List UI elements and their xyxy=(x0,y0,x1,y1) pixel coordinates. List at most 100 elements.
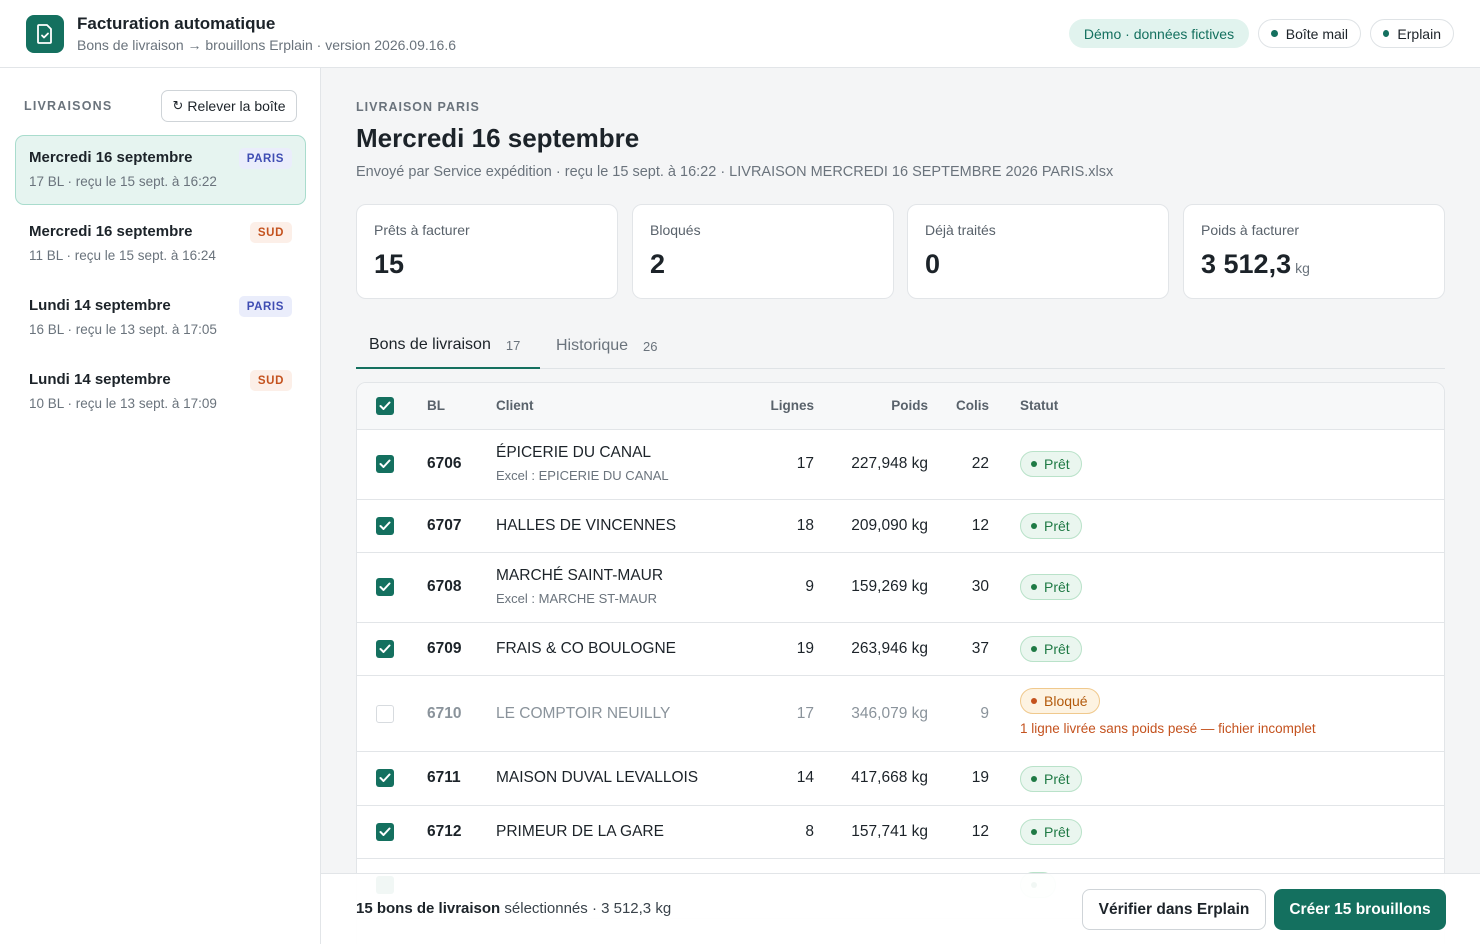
row-checkbox[interactable] xyxy=(376,823,394,841)
check-icon xyxy=(379,644,391,653)
status-dot-icon xyxy=(1031,829,1037,835)
line-count: 17 xyxy=(796,455,814,472)
status-dot-icon xyxy=(1031,461,1037,467)
status-badge: Bloqué xyxy=(1020,688,1100,714)
status-label: Bloqué xyxy=(1044,693,1088,709)
erplain-status[interactable]: Erplain xyxy=(1370,19,1454,48)
package-count: 12 xyxy=(971,517,989,534)
table-row[interactable]: 6711 MAISON DUVAL LEVALLOIS 14 417,668 k… xyxy=(357,752,1444,806)
stat-value: 3 512,3 kg xyxy=(1201,249,1310,280)
stat-label: Prêts à facturer xyxy=(374,222,470,238)
delivery-title: Lundi 14 septembre xyxy=(29,297,171,314)
demo-badge: Démo · données fictives xyxy=(1069,19,1249,48)
tab-bar: Bons de livraison 17 Historique 26 xyxy=(356,323,1445,369)
create-drafts-button[interactable]: Créer 15 brouillons xyxy=(1274,889,1446,930)
tab-history[interactable]: Historique 26 xyxy=(556,323,658,369)
client-name: ÉPICERIE DU CANAL xyxy=(496,444,652,461)
package-count: 22 xyxy=(971,455,989,472)
row-checkbox[interactable] xyxy=(376,640,394,658)
row-checkbox[interactable] xyxy=(376,578,394,596)
table-row[interactable]: 6707 HALLES DE VINCENNES 18 209,090 kg 1… xyxy=(357,500,1444,553)
row-checkbox[interactable] xyxy=(376,705,394,723)
bl-number: 6709 xyxy=(427,640,462,657)
client-name: LE COMPTOIR NEUILLY xyxy=(496,705,671,722)
stat-label: Bloqués xyxy=(650,222,701,238)
delivery-item[interactable]: Lundi 14 septembre 16 BL · reçu le 13 se… xyxy=(15,283,306,353)
weight: 263,946 kg xyxy=(851,640,928,657)
stat-weight-number: 3 512,3 xyxy=(1201,249,1292,279)
column-header-weight[interactable]: Poids xyxy=(891,398,928,413)
package-count: 19 xyxy=(971,769,989,786)
block-reason: 1 ligne livrée sans poids pesé — fichier… xyxy=(1020,721,1316,736)
status-label: Prêt xyxy=(1044,456,1070,472)
delivery-meta: 17 BL · reçu le 15 sept. à 16:22 xyxy=(29,174,217,189)
table-header: BL Client Lignes Poids Colis Statut xyxy=(357,383,1444,430)
check-icon xyxy=(379,459,391,468)
selection-count: 15 bons de livraison xyxy=(356,900,501,917)
status-badge: Prêt xyxy=(1020,513,1082,539)
app-title: Facturation automatique xyxy=(77,14,276,33)
delivery-meta: 16 BL · reçu le 13 sept. à 17:05 xyxy=(29,322,217,337)
stat-label: Poids à facturer xyxy=(1201,222,1300,238)
weight: 227,948 kg xyxy=(851,455,928,472)
delivery-item[interactable]: Mercredi 16 septembre 11 BL · reçu le 15… xyxy=(15,209,306,279)
table-row[interactable]: 6712 PRIMEUR DE LA GARE 8 157,741 kg 12 … xyxy=(357,806,1444,859)
bl-number: 6706 xyxy=(427,455,462,472)
column-header-colis[interactable]: Colis xyxy=(955,398,989,413)
stat-value: 0 xyxy=(925,249,941,279)
client-name: HALLES DE VINCENNES xyxy=(496,517,677,534)
delivery-title: Lundi 14 septembre xyxy=(29,371,171,388)
column-header-client[interactable]: Client xyxy=(496,398,534,413)
table-row[interactable]: 6710 LE COMPTOIR NEUILLY 17 346,079 kg 9… xyxy=(357,676,1444,752)
column-header-status[interactable]: Statut xyxy=(1020,398,1059,413)
delivery-title: Mercredi 16 septembre xyxy=(29,149,193,166)
row-checkbox[interactable] xyxy=(376,517,394,535)
stat-card-blocked: Bloqués 2 xyxy=(632,204,894,299)
app-subtitle: Bons de livraison → brouillons Erplain ·… xyxy=(77,37,456,53)
weight: 159,269 kg xyxy=(851,578,928,595)
line-count: 8 xyxy=(805,823,814,840)
tab-count: 26 xyxy=(643,338,658,354)
column-header-bl[interactable]: BL xyxy=(427,398,445,413)
tab-delivery-notes[interactable]: Bons de livraison 17 xyxy=(356,323,540,369)
column-header-lines[interactable]: Lignes xyxy=(770,398,814,413)
region-tag: SUD xyxy=(249,222,292,243)
status-badge: Prêt xyxy=(1020,451,1082,477)
line-count: 19 xyxy=(796,640,814,657)
delivery-eyebrow: LIVRAISON PARIS xyxy=(356,100,480,114)
status-label: Prêt xyxy=(1044,579,1070,595)
client-name: MAISON DUVAL LEVALLOIS xyxy=(496,769,699,786)
package-count: 12 xyxy=(971,823,989,840)
refresh-mailbox-button[interactable]: ↻ Relever la boîte xyxy=(161,90,297,122)
main-panel: LIVRAISON PARIS Mercredi 16 septembre En… xyxy=(321,68,1480,944)
region-tag: PARIS xyxy=(238,296,292,317)
status-badge: Prêt xyxy=(1020,636,1082,662)
delivery-title: Mercredi 16 septembre xyxy=(29,223,193,240)
weight: 417,668 kg xyxy=(851,769,928,786)
status-dot-icon xyxy=(1031,646,1037,652)
deliveries-sidebar: LIVRAISONS ↻ Relever la boîte Mercredi 1… xyxy=(0,68,321,944)
row-checkbox[interactable] xyxy=(376,455,394,473)
table-row[interactable]: 6709 FRAIS & CO BOULOGNE 19 263,946 kg 3… xyxy=(357,623,1444,676)
delivery-notes-table: BL Client Lignes Poids Colis Statut 6706… xyxy=(356,382,1445,944)
line-count: 18 xyxy=(796,517,814,534)
client-excel-name: Excel : MARCHE ST-MAUR xyxy=(496,591,658,606)
stat-value: 15 xyxy=(374,249,405,279)
table-row[interactable]: 6706 ÉPICERIE DU CANAL Excel : EPICERIE … xyxy=(357,430,1444,500)
stat-card-ready: Prêts à facturer 15 xyxy=(356,204,618,299)
bl-number: 6708 xyxy=(427,578,462,595)
stat-value: 2 xyxy=(650,249,666,279)
select-all-checkbox[interactable] xyxy=(376,397,394,415)
delivery-item[interactable]: Lundi 14 septembre 10 BL · reçu le 13 se… xyxy=(15,357,306,427)
table-row[interactable]: 6708 MARCHÉ SAINT-MAUR Excel : MARCHE ST… xyxy=(357,553,1444,623)
selection-action-bar: 15 bons de livraison sélectionnés · 3 51… xyxy=(321,873,1480,944)
status-label: Prêt xyxy=(1044,518,1070,534)
delivery-item[interactable]: Mercredi 16 septembre 17 BL · reçu le 15… xyxy=(15,135,306,205)
status-dot-icon xyxy=(1031,584,1037,590)
verify-erplain-button[interactable]: Vérifier dans Erplain xyxy=(1082,889,1266,930)
mailbox-status[interactable]: Boîte mail xyxy=(1258,19,1361,48)
mailbox-status-label: Boîte mail xyxy=(1285,25,1348,42)
sidebar-section-label: LIVRAISONS xyxy=(24,99,113,113)
weight: 209,090 kg xyxy=(851,517,928,534)
row-checkbox[interactable] xyxy=(376,769,394,787)
